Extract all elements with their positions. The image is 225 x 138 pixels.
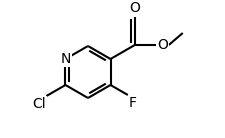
Text: O: O bbox=[157, 38, 167, 52]
Text: Cl: Cl bbox=[32, 97, 45, 111]
Text: F: F bbox=[128, 96, 136, 110]
Text: N: N bbox=[60, 52, 70, 66]
Text: O: O bbox=[129, 1, 140, 15]
